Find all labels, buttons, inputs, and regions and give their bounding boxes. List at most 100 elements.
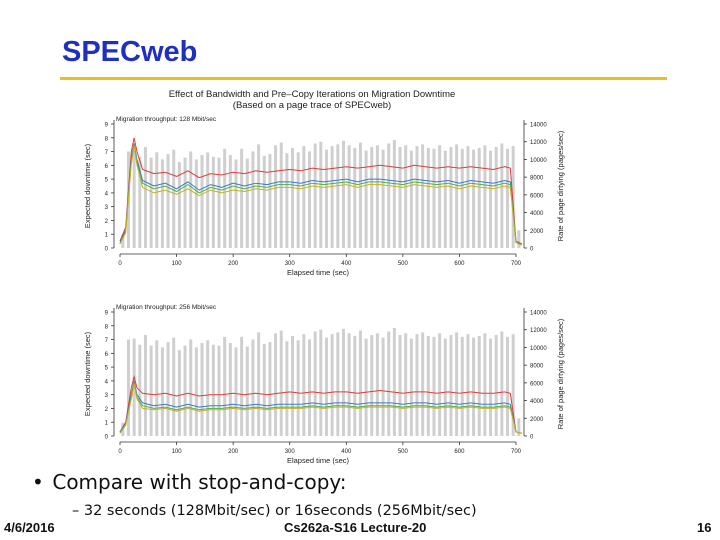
dirty-rate-bar <box>421 332 425 436</box>
dirty-rate-bar <box>432 148 436 248</box>
y-tick-label: 1 <box>105 421 109 427</box>
dirty-rate-bar <box>500 143 504 248</box>
dirty-rate-bar <box>500 331 504 436</box>
dirty-rate-bar <box>206 340 210 436</box>
bullet-dot: • <box>32 470 44 494</box>
y-tick-label: 4 <box>105 191 109 197</box>
dirty-rate-bar <box>285 153 289 248</box>
dirty-rate-bar <box>341 328 345 436</box>
x-tick-label: 100 <box>172 261 183 267</box>
dirty-rate-bar <box>240 336 244 436</box>
dirty-rate-bar <box>398 147 402 248</box>
y-tick-label: 6 <box>105 352 109 358</box>
dirty-rate-bar <box>138 156 142 248</box>
dirty-rate-bar <box>194 159 198 248</box>
dirty-rate-bar <box>466 146 470 248</box>
x-tick-label: 500 <box>398 261 409 267</box>
y2-tick-label: 10000 <box>530 346 547 352</box>
sub-bullet: – 32 seconds (128Mbit/sec) or 16seconds … <box>72 503 477 519</box>
dirty-rate-bar <box>302 334 306 436</box>
dirty-rate-bar <box>494 335 498 436</box>
dirty-rate-bar <box>121 234 125 248</box>
dirty-rate-bar <box>443 338 447 436</box>
y2-tick-label: 0 <box>530 247 534 253</box>
dirty-rate-bar <box>319 329 323 436</box>
y2-tick-label: 8000 <box>530 176 544 182</box>
dirty-rate-bar <box>398 335 402 436</box>
x-tick-label: 400 <box>341 449 352 455</box>
slide-title: SPECweb <box>62 36 198 68</box>
series-line-red <box>119 374 522 434</box>
dirty-rate-bar <box>143 335 147 436</box>
dirty-rate-bar <box>155 152 159 248</box>
dirty-rate-bar <box>381 337 385 436</box>
x-axis-title: Elapsed time (sec) <box>287 268 350 277</box>
y2-tick-label: 6000 <box>530 381 544 387</box>
dirty-rate-bar <box>511 334 515 436</box>
x-tick-label: 300 <box>285 449 296 455</box>
x-tick-label: 700 <box>511 261 522 267</box>
dirty-rate-bar <box>370 335 374 436</box>
y2-axis-title: Rate of page dirtying (pages/sec) <box>556 318 565 429</box>
dirty-rate-bar <box>404 145 408 248</box>
dirty-rate-bar <box>341 140 345 248</box>
y2-tick-label: 14000 <box>530 311 547 317</box>
chart-panel-256: 0123456789020004000600080001000012000140… <box>83 304 565 465</box>
dirty-rate-bar <box>494 147 498 248</box>
dirty-rate-bar <box>177 350 181 436</box>
dirty-rate-bar <box>330 334 334 436</box>
y-axis-title: Expected downtime (sec) <box>83 331 92 416</box>
dirty-rate-bar <box>211 344 215 436</box>
dirty-rate-bar <box>189 339 193 436</box>
dirty-rate-bar <box>460 336 464 436</box>
dirty-rate-bar <box>347 333 351 436</box>
y-tick-label: 6 <box>105 164 109 170</box>
dirty-rate-bar <box>149 345 153 436</box>
chart-panel-128: 0123456789020004000600080001000012000140… <box>83 116 565 277</box>
dirty-rate-bar <box>172 149 176 248</box>
dirty-rate-bar <box>132 338 136 436</box>
x-tick-label: 200 <box>228 261 239 267</box>
panel-label: Migration throughput: 128 Mbit/sec <box>116 116 217 123</box>
dirty-rate-bar <box>251 339 255 436</box>
y-tick-label: 0 <box>105 247 109 253</box>
y2-tick-label: 0 <box>530 435 534 441</box>
y-axis-title: Expected downtime (sec) <box>83 143 92 228</box>
dirty-rate-bar <box>143 147 147 248</box>
dirty-rate-bar <box>392 139 396 248</box>
dirty-rate-bar <box>183 157 187 248</box>
series-line-yellow <box>119 383 522 434</box>
x-tick-label: 200 <box>228 449 239 455</box>
dirty-rate-bar <box>449 335 453 436</box>
dirty-rate-bar <box>257 144 261 248</box>
dirty-rate-bar <box>443 150 447 248</box>
dirty-rate-bar <box>466 334 470 436</box>
panel-label: Migration throughput: 256 Mbit/sec <box>116 304 217 311</box>
dirty-rate-bar <box>506 336 510 436</box>
dirty-rate-bar <box>183 345 187 436</box>
dirty-rate-bar <box>506 148 510 248</box>
dirty-rate-bar <box>262 343 266 436</box>
dirty-rate-bar <box>166 342 170 436</box>
y-tick-label: 3 <box>105 393 109 399</box>
footer-page-number: 16 <box>697 520 712 535</box>
dirty-rate-bar <box>415 146 419 248</box>
y-tick-label: 5 <box>105 178 109 184</box>
dirty-rate-bar <box>336 332 340 436</box>
y2-tick-label: 2000 <box>530 229 544 235</box>
y2-tick-label: 6000 <box>530 193 544 199</box>
dirty-rate-bar <box>432 336 436 436</box>
figure: Effect of Bandwidth and Pre–Copy Iterati… <box>83 89 565 465</box>
dirty-rate-bar <box>268 342 272 436</box>
dirty-rate-bar <box>375 145 379 248</box>
dirty-rate-bar <box>279 330 283 436</box>
dirty-rate-bar <box>228 155 232 248</box>
dirty-rate-bar <box>166 154 170 248</box>
dirty-rate-bar <box>194 347 198 436</box>
dirty-rate-bar <box>251 151 255 248</box>
dirty-rate-bar <box>477 147 481 248</box>
y-tick-label: 1 <box>105 233 109 239</box>
y-tick-label: 9 <box>105 123 109 129</box>
dirty-rate-bar <box>217 157 221 248</box>
dirty-rate-bar <box>409 150 413 248</box>
